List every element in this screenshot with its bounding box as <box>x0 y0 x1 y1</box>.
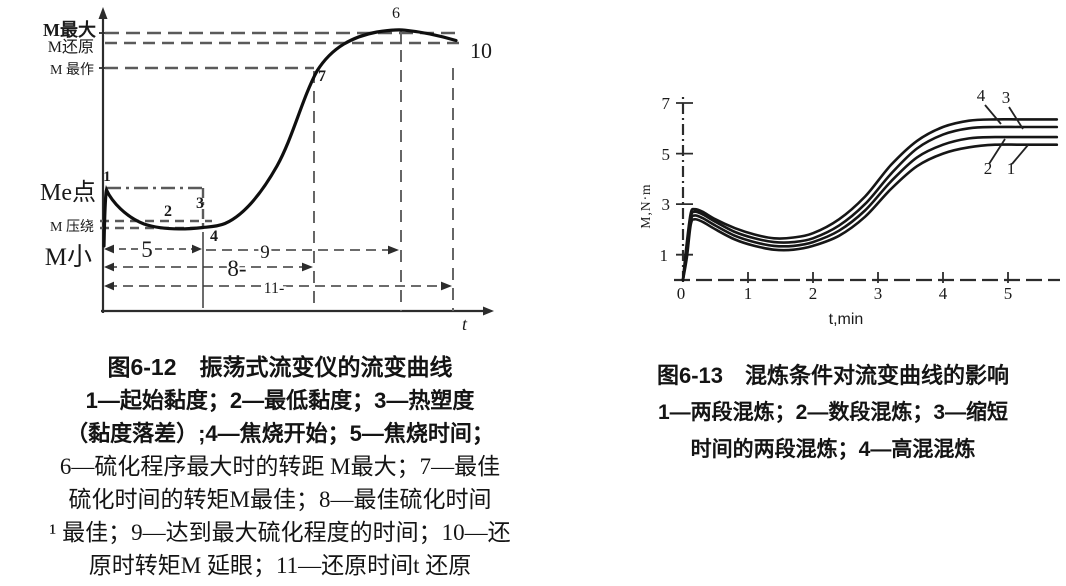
point-label-2: 2 <box>164 203 172 220</box>
point-label-10: 10 <box>470 38 492 63</box>
span-11-arrow-right <box>441 281 452 291</box>
fig6-13-caption-line: 时间的两段混炼；4—高混混炼 <box>690 438 976 461</box>
point-label-6: 6 <box>392 5 400 22</box>
point-label-1: 1 <box>103 169 111 185</box>
point-label-4: 4 <box>210 228 218 245</box>
fig6-12-caption: 图6-12 振荡式流变仪的流变曲线 1—起始黏度；2—最低黏度；3—热塑度 （黏… <box>0 351 560 582</box>
level-label-m-min: M小 <box>45 243 92 271</box>
fig13-callouts: 4 3 2 1 <box>977 86 1029 178</box>
callout-label-2: 2 <box>984 159 993 178</box>
y-tick-label-3: 3 <box>662 195 671 214</box>
x-tick-label-0: 0 <box>677 284 686 303</box>
fig6-12-caption-line: 硫化时间的转矩M最佳；8—最佳硫化时间 <box>68 487 492 512</box>
level-label-m-max: M最大 <box>43 19 96 40</box>
level-label-me-point: Me点 <box>40 179 96 206</box>
span-11-label: 11- <box>264 280 285 297</box>
span-5-label: 5 <box>141 237 153 262</box>
fig6-12-caption-title: 图6-12 振荡式流变仪的流变曲线 <box>107 354 453 380</box>
fig12-point-labels: 1 2 3 4 6 7 10 <box>103 5 492 245</box>
fig13-tick-labels: 7 5 3 1 0 1 2 3 4 5 <box>660 94 1013 303</box>
y-tick-label-1: 1 <box>660 246 669 265</box>
fig12-time-lines <box>202 30 454 311</box>
y-tick-label-5: 5 <box>662 145 671 164</box>
cure-curve <box>102 28 458 248</box>
fig6-12-caption-line: （黏度落差）;4—焦烧开始；5—焦烧时间； <box>66 421 494 446</box>
x-tick-label-5: 5 <box>1004 284 1013 303</box>
fig6-12-chart: t <box>40 5 494 334</box>
span-5-arrow-right <box>192 244 202 254</box>
callout-leader-3 <box>1008 106 1024 130</box>
callout-label-3: 3 <box>1002 88 1011 107</box>
callout-label-1: 1 <box>1007 159 1016 178</box>
x-tick-label-2: 2 <box>809 284 818 303</box>
level-label-m-optimum: M 最作 <box>50 62 94 78</box>
span-9-label: 9 <box>260 242 270 263</box>
callout-label-4: 4 <box>977 86 986 105</box>
point-label-3: 3 <box>196 195 204 212</box>
fig12-axes: t <box>98 7 494 334</box>
y-tick-label-7: 7 <box>662 94 671 113</box>
span-5-arrow-left <box>104 244 114 254</box>
y-axis-label: M,N·m <box>638 183 653 228</box>
rheology-curve-4 <box>681 118 1059 282</box>
fig6-13-chart: 7 5 3 1 0 1 2 3 4 5 M,N·m t,min 4 3 2 1 <box>638 86 1060 328</box>
fig6-13-caption: 图6-13 混炼条件对流变曲线的影响 1—两段混炼；2—数段混炼；3—缩短 时间… <box>600 357 1066 468</box>
x-axis-arrow <box>483 306 494 316</box>
span-9-arrow-right <box>388 245 399 255</box>
fig6-13-caption-line: 1—两段混炼；2—数段混炼；3—缩短 <box>657 401 1009 424</box>
callout-leader-4 <box>984 104 1002 125</box>
x-axis-label: t <box>462 314 468 334</box>
span-8-arrow-left <box>104 262 114 272</box>
x-tick-label-1: 1 <box>744 284 753 303</box>
x-axis-label: t,min <box>829 311 864 328</box>
rheology-curve-3 <box>681 125 1059 282</box>
callout-leader-2 <box>988 138 1006 165</box>
level-label-m-reversion: M还原 <box>48 38 94 56</box>
fig12-viscosity-box <box>107 186 205 228</box>
fig12-level-labels: M最大 M还原 M 最作 Me点 M 压绕 M小 <box>40 19 96 271</box>
span-8-arrow-right <box>302 262 313 272</box>
fig13-axes <box>674 94 1060 283</box>
rheology-curve-2 <box>681 135 1059 282</box>
callout-leader-1 <box>1011 144 1029 165</box>
x-tick-label-3: 3 <box>874 284 883 303</box>
fig13-curve-group <box>681 118 1059 282</box>
rheology-curve-1 <box>681 143 1059 282</box>
fig12-level-lines <box>100 31 462 230</box>
level-label-m-ya: M 压绕 <box>50 219 94 235</box>
span-11-arrow-left <box>104 281 114 291</box>
point-label-7: 7 <box>318 68 326 85</box>
fig6-12-caption-line: 1—起始黏度；2—最低黏度；3—热塑度 <box>85 388 475 413</box>
fig6-13-caption-title: 图6-13 混炼条件对流变曲线的影响 <box>656 363 1010 388</box>
x-tick-label-4: 4 <box>939 284 948 303</box>
span-8-label: 8- <box>227 256 246 281</box>
fig6-12-caption-line: ¹ 最佳；9—达到最大硫化程度的时间；10—还 <box>49 520 511 545</box>
fig6-12-caption-line: 原时转矩M 延眼；11—还原时间t 还原 <box>88 553 472 578</box>
fig12-dimension-arrows: 5 9 8- 11- <box>104 235 452 300</box>
y-axis-arrow <box>98 7 108 19</box>
fig6-12-caption-line: 6—硫化程序最大时的转距 M最大；7—最佳 <box>59 454 501 479</box>
